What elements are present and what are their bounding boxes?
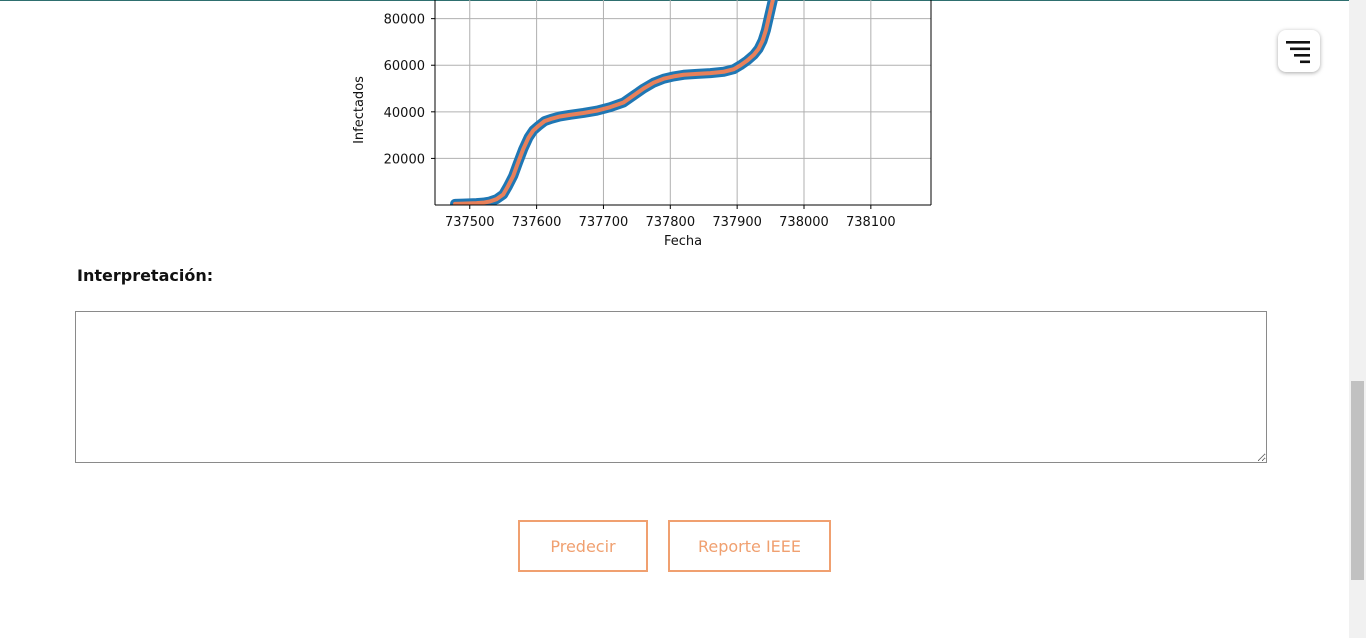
y-tick-label: 60000 xyxy=(384,59,425,74)
chart-series xyxy=(450,0,778,205)
ieee-report-button[interactable]: Reporte IEEE xyxy=(668,520,831,572)
x-tick-label: 738100 xyxy=(846,215,896,230)
y-tick-label: 40000 xyxy=(384,106,425,121)
y-axis-label: Infectados xyxy=(352,76,367,144)
x-axis-label: Fecha xyxy=(664,234,702,249)
chart-axes xyxy=(434,0,932,206)
interpretation-label: Interpretación: xyxy=(77,266,214,285)
x-tick-label: 737900 xyxy=(712,215,762,230)
x-tick-label: 738000 xyxy=(779,215,829,230)
menu-icon xyxy=(1286,41,1310,64)
predict-button[interactable]: Predecir xyxy=(518,520,648,572)
x-tick-label: 737500 xyxy=(445,215,495,230)
chart-grid xyxy=(435,0,931,205)
x-tick-label: 737800 xyxy=(645,215,695,230)
scrollbar-thumb[interactable] xyxy=(1351,381,1364,580)
menu-button[interactable] xyxy=(1278,30,1320,72)
interpretation-textarea[interactable] xyxy=(75,311,1267,463)
top-divider xyxy=(0,0,1366,1)
fit-line xyxy=(453,0,775,205)
y-tick-label: 20000 xyxy=(384,152,425,167)
chart-ticks: 737500 737600 737700 737800 737900 738000 7381… xyxy=(384,13,896,230)
infected-chart: 737500 737600 737700 737800 737900 738000 7381… xyxy=(352,0,932,249)
x-tick-label: 737600 xyxy=(512,215,562,230)
y-tick-label: 80000 xyxy=(384,13,425,28)
x-tick-label: 737700 xyxy=(579,215,629,230)
scatter-band xyxy=(450,0,778,205)
